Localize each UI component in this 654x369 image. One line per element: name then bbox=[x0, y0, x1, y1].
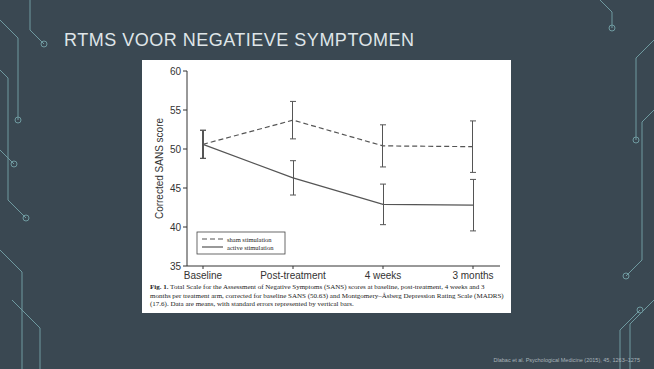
error-bar-stem bbox=[292, 101, 293, 138]
y-tick-label: 40 bbox=[170, 222, 182, 233]
y-tick-label: 50 bbox=[170, 144, 182, 155]
error-bar-cap bbox=[470, 230, 476, 231]
circuit-line bbox=[600, 0, 612, 28]
x-tick-label: Post-treatment bbox=[260, 270, 326, 281]
circuit-line bbox=[0, 20, 18, 120]
x-tick-label: 3 months bbox=[452, 270, 493, 281]
error-bar bbox=[290, 161, 296, 195]
error-bar-stem bbox=[202, 130, 203, 158]
error-bar-cap bbox=[290, 160, 296, 161]
error-bar-cap bbox=[470, 172, 476, 173]
caption: Fig. 1. Total Scale for the Assessment o… bbox=[150, 283, 506, 309]
x-tick bbox=[203, 266, 204, 269]
error-bar-stem bbox=[383, 184, 384, 225]
y-tick bbox=[183, 149, 187, 150]
error-bar-cap bbox=[200, 158, 206, 159]
legend-swatch bbox=[202, 246, 223, 247]
circuit-line bbox=[0, 70, 26, 218]
legend-swatch bbox=[202, 238, 223, 239]
x-tick-label: Baseline bbox=[184, 270, 223, 281]
y-tick-label: 35 bbox=[170, 261, 182, 272]
circuit-line bbox=[626, 110, 654, 276]
error-bar-cap bbox=[380, 166, 386, 167]
circuit-node bbox=[623, 273, 629, 279]
x-tick bbox=[293, 266, 294, 269]
x-tick bbox=[383, 266, 384, 269]
error-bar bbox=[470, 179, 476, 230]
circuit-node bbox=[15, 117, 21, 123]
error-bar-cap bbox=[470, 179, 476, 180]
y-tick bbox=[183, 188, 187, 189]
error-bar-stem bbox=[472, 121, 473, 172]
error-bar-cap bbox=[290, 101, 296, 102]
y-tick bbox=[183, 227, 187, 228]
plot-marks bbox=[200, 101, 476, 230]
caption-label: Fig. 1. bbox=[150, 283, 168, 291]
y-axis bbox=[187, 71, 188, 266]
error-bar bbox=[200, 130, 206, 158]
error-bar-cap bbox=[470, 120, 476, 121]
error-bar-stem bbox=[382, 125, 383, 167]
x-tick-label: 4 weeks bbox=[365, 270, 402, 281]
legend: sham stimulationactive stimulation bbox=[197, 232, 285, 254]
circuit-node bbox=[23, 215, 29, 221]
error-bar-stem bbox=[473, 179, 474, 230]
circuit-line bbox=[0, 250, 22, 369]
error-bar-stem bbox=[203, 130, 204, 158]
error-bar-cap bbox=[380, 124, 386, 125]
y-tick bbox=[183, 110, 187, 111]
caption-text: Total Scale for the Assessment of Negati… bbox=[150, 283, 504, 308]
error-bar-stem bbox=[293, 161, 294, 195]
circuit-line bbox=[30, 0, 44, 44]
error-bar-cap bbox=[200, 158, 206, 159]
circuit-line bbox=[636, 40, 654, 140]
y-tick-label: 55 bbox=[170, 105, 182, 116]
circuit-line bbox=[12, 300, 40, 369]
slide-title: RTMS VOOR NEGATIEVE SYMPTOMEN bbox=[64, 30, 415, 51]
circuit-node bbox=[11, 161, 17, 167]
error-bar bbox=[470, 121, 476, 172]
circuit-node bbox=[41, 41, 47, 47]
circuit-node bbox=[609, 25, 615, 31]
y-tick bbox=[183, 266, 187, 267]
series-line bbox=[203, 120, 473, 147]
error-bar-cap bbox=[290, 138, 296, 139]
error-bar bbox=[290, 101, 296, 138]
x-tick bbox=[473, 266, 474, 269]
error-bar bbox=[380, 125, 386, 167]
series-line bbox=[203, 144, 473, 205]
y-tick-label: 60 bbox=[170, 66, 182, 77]
error-bar-cap bbox=[200, 130, 206, 131]
error-bar-cap bbox=[380, 224, 386, 225]
y-tick-label: 45 bbox=[170, 183, 182, 194]
circuit-node bbox=[637, 307, 643, 313]
chart: 35 40 45 50 55 60 Corrected SANS score Baseline… bbox=[0, 0, 654, 369]
x-axis bbox=[187, 266, 500, 267]
error-bar bbox=[200, 130, 206, 158]
error-bar-cap bbox=[380, 184, 386, 185]
error-bar bbox=[380, 184, 386, 225]
legend-label: active stimulation bbox=[227, 244, 274, 251]
y-axis-label: Corrected SANS score bbox=[154, 117, 165, 219]
error-bar-cap bbox=[290, 195, 296, 196]
y-tick bbox=[183, 71, 187, 72]
error-bar-cap bbox=[200, 130, 206, 131]
circuit-node bbox=[633, 137, 639, 143]
citation: Dlabac et al. Psychological Medicine (20… bbox=[494, 357, 640, 363]
legend-box bbox=[197, 232, 285, 254]
legend-label: sham stimulation bbox=[227, 236, 272, 243]
